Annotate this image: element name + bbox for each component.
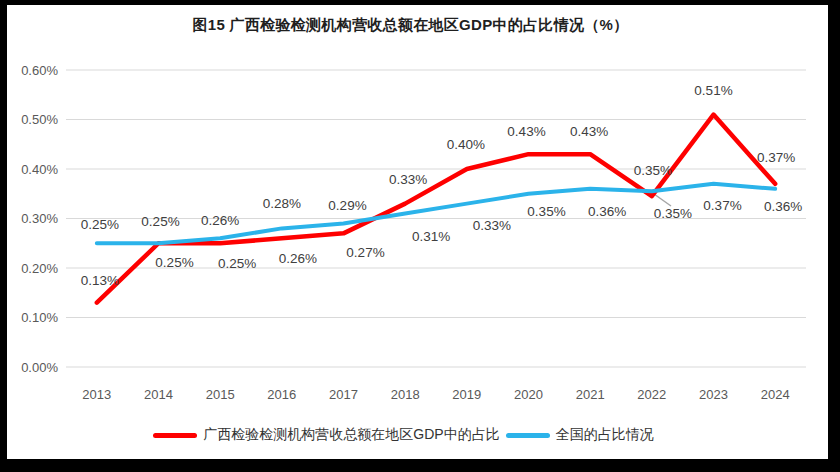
x-tick-label: 2017 bbox=[329, 387, 358, 402]
legend: 广西检验检测机构营收总额在地区GDP中的占比 全国的占比情况 bbox=[0, 426, 814, 444]
data-label-guangxi-2023: 0.51% bbox=[694, 83, 732, 98]
legend-item-guangxi: 广西检验检测机构营收总额在地区GDP中的占比 bbox=[153, 426, 499, 444]
y-tick-label: 0.40% bbox=[21, 162, 58, 177]
y-tick-label: 0.30% bbox=[21, 211, 58, 226]
data-label-guangxi-2020: 0.43% bbox=[507, 124, 545, 139]
x-tick-label: 2015 bbox=[206, 387, 235, 402]
legend-label-national: 全国的占比情况 bbox=[556, 426, 654, 444]
leader-line bbox=[654, 194, 671, 206]
x-tick-label: 2021 bbox=[576, 387, 605, 402]
data-label-national-2024: 0.36% bbox=[764, 199, 802, 214]
x-tick-label: 2020 bbox=[514, 387, 543, 402]
data-label-guangxi-2019: 0.40% bbox=[447, 137, 485, 152]
x-tick-label: 2023 bbox=[699, 387, 728, 402]
data-label-guangxi-2014: 0.25% bbox=[155, 255, 193, 270]
legend-swatch-red-line bbox=[153, 433, 197, 438]
data-label-national-2016: 0.28% bbox=[263, 196, 301, 211]
data-label-guangxi-2021: 0.43% bbox=[570, 124, 608, 139]
legend-item-national: 全国的占比情况 bbox=[506, 426, 654, 444]
data-label-guangxi-2016: 0.26% bbox=[279, 251, 317, 266]
y-tick-label: 0.20% bbox=[21, 261, 58, 276]
x-tick-label: 2024 bbox=[761, 387, 790, 402]
data-label-national-2013: 0.25% bbox=[81, 217, 119, 232]
legend-swatch-blue-line bbox=[506, 433, 550, 438]
data-label-guangxi-2018: 0.33% bbox=[389, 172, 427, 187]
data-label-guangxi-2024: 0.37% bbox=[757, 150, 795, 165]
data-label-national-2014: 0.25% bbox=[141, 214, 179, 229]
plot-svg: 0.00% 0.10% 0.20% 0.30% 0.40% 0.50% 0.60% 2013 2… bbox=[7, 5, 828, 459]
x-tick-label: 2019 bbox=[452, 387, 481, 402]
data-label-guangxi-2017: 0.27% bbox=[346, 245, 384, 260]
data-label-national-2021: 0.36% bbox=[588, 204, 626, 219]
data-label-guangxi-2022: 0.35% bbox=[634, 163, 672, 178]
x-tick-label: 2016 bbox=[267, 387, 296, 402]
x-tick-label: 2022 bbox=[637, 387, 666, 402]
legend-label-guangxi: 广西检验检测机构营收总额在地区GDP中的占比 bbox=[203, 426, 499, 444]
data-label-guangxi-2015: 0.25% bbox=[218, 256, 256, 271]
y-tick-label: 0.50% bbox=[21, 112, 58, 127]
data-label-national-2022: 0.35% bbox=[654, 206, 692, 221]
data-label-national-2020: 0.35% bbox=[527, 204, 565, 219]
x-tick-label: 2014 bbox=[144, 387, 173, 402]
data-label-guangxi-2013: 0.13% bbox=[81, 273, 119, 288]
chart-area: 图15 广西检验检测机构营收总额在地区GDP中的占比情况（%） 0.00%0.1… bbox=[7, 5, 828, 459]
data-label-national-2015: 0.26% bbox=[201, 213, 239, 228]
data-label-national-2017: 0.29% bbox=[328, 198, 366, 213]
screenshot-root: { "frame": { "border_color": "#000000", … bbox=[0, 0, 840, 472]
x-tick-label: 2018 bbox=[391, 387, 420, 402]
data-label-national-2018: 0.31% bbox=[412, 229, 450, 244]
data-label-national-2019: 0.33% bbox=[473, 218, 511, 233]
data-label-national-2023: 0.37% bbox=[703, 198, 741, 213]
y-tick-label: 0.60% bbox=[21, 63, 58, 78]
x-tick-label: 2013 bbox=[82, 387, 111, 402]
y-tick-label: 0.00% bbox=[21, 360, 58, 375]
y-tick-label: 0.10% bbox=[21, 310, 58, 325]
